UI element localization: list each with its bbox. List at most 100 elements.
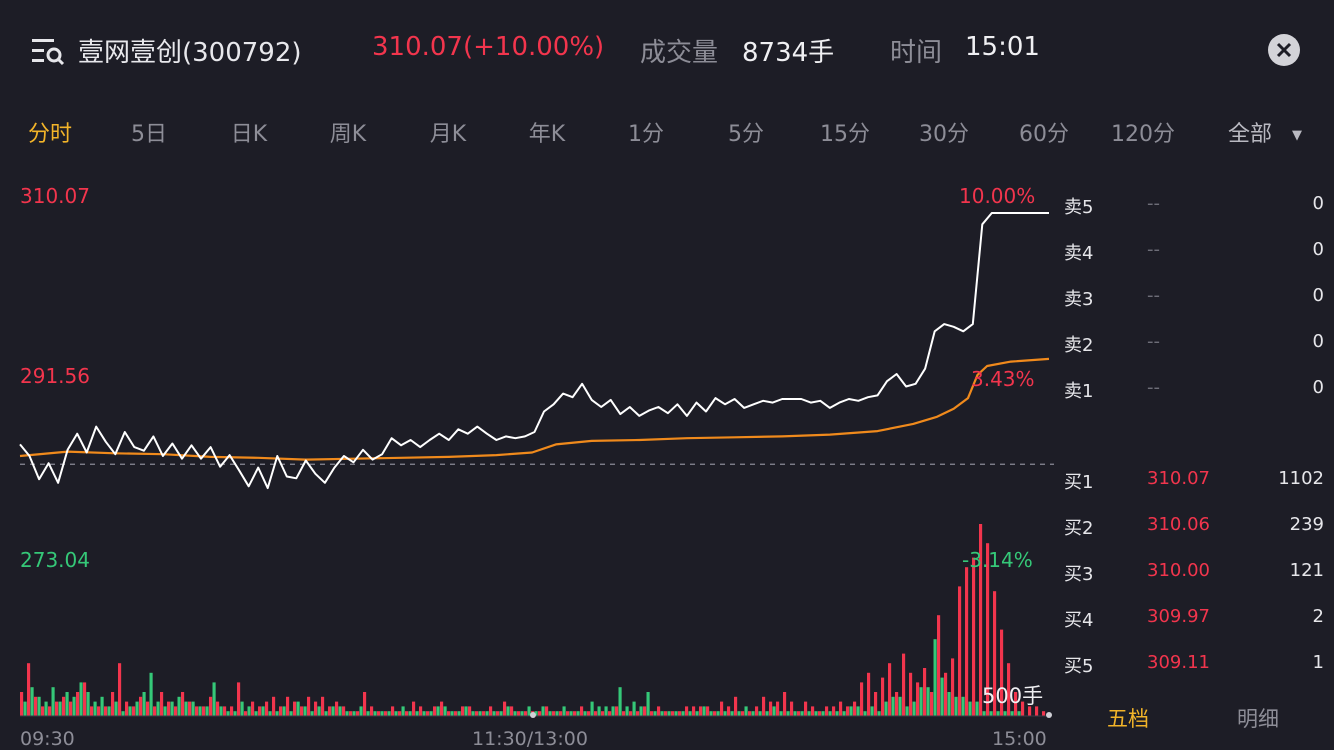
volume-bar-down	[58, 701, 62, 716]
volume-bar-down	[653, 711, 657, 716]
tab-trade-detail[interactable]: 明细	[1237, 707, 1279, 731]
volume-bar-down	[954, 696, 958, 716]
volume-bar-down	[674, 711, 678, 716]
volume-bar-down	[751, 711, 755, 716]
volume-bar-up	[769, 701, 773, 716]
volume-bar-down	[324, 711, 328, 716]
price-line	[19, 212, 1049, 490]
volume-bar-up	[615, 706, 619, 716]
close-button[interactable]	[1268, 34, 1300, 66]
volume-bar-up	[97, 706, 101, 716]
volume-bar-down	[989, 711, 993, 716]
tab-30min[interactable]: 30分	[919, 122, 969, 147]
volume-bar-down	[478, 711, 482, 716]
volume-bar-up	[734, 696, 738, 716]
volume-bar-down	[569, 711, 573, 716]
volume-bar-up	[783, 692, 787, 716]
sell-label: 卖3	[1064, 289, 1094, 310]
time-label: 时间	[890, 38, 943, 68]
volume-bar-down	[163, 706, 167, 716]
close-icon	[1276, 42, 1292, 58]
tab-1min[interactable]: 1分	[628, 122, 664, 147]
volume-bar-up	[223, 706, 227, 716]
tab-5day[interactable]: 5日	[131, 122, 167, 147]
volume-bar-down	[184, 701, 188, 716]
volume-bar-up	[440, 701, 444, 716]
volume-bar-up	[965, 567, 969, 716]
sell-price: --	[1147, 377, 1160, 398]
volume-bar-up	[622, 711, 626, 716]
x-tick-open: 09:30	[20, 728, 75, 750]
volume-bar-up	[832, 706, 836, 716]
tab-5min[interactable]: 5分	[728, 122, 764, 147]
volume-bar-up	[902, 653, 906, 716]
tab-weekly-k[interactable]: 周K	[329, 122, 367, 147]
volume-bar-up	[482, 711, 486, 716]
volume-bar-down	[198, 706, 202, 716]
volume-bar-down	[289, 711, 293, 716]
volume-bar-down	[849, 706, 853, 716]
volume-bar-down	[128, 706, 132, 716]
volume-bar-up	[419, 706, 423, 716]
volume-bar-down	[520, 711, 524, 716]
volume-bar-down	[394, 711, 398, 716]
volume-bar-down	[786, 711, 790, 716]
volume-bar-down	[618, 687, 622, 716]
volume-bar-up	[412, 701, 416, 716]
buy-volume: 2	[1312, 606, 1324, 627]
buy-label: 买2	[1064, 518, 1094, 539]
volume-bar-down	[268, 711, 272, 716]
volume-bar-up	[160, 692, 164, 716]
tab-intraday[interactable]: 分时	[27, 122, 73, 147]
volume-bar-up	[447, 711, 451, 716]
volume-bar-down	[296, 701, 300, 716]
end-dot	[1046, 712, 1052, 718]
tab-60min[interactable]: 60分	[1019, 122, 1069, 147]
volume-bar-down	[317, 706, 321, 716]
volume-bar-down	[142, 692, 146, 716]
volume-bar-up	[986, 543, 990, 716]
volume-bar-up	[272, 696, 276, 716]
volume-bar-down	[107, 706, 111, 716]
volume-bar-down	[23, 701, 27, 716]
volume-bar-up	[804, 701, 808, 716]
tab-yearly-k[interactable]: 年K	[528, 122, 566, 147]
tab-15min[interactable]: 15分	[820, 122, 870, 147]
volume-bar-down	[828, 711, 832, 716]
tab-five-levels[interactable]: 五档	[1107, 707, 1149, 731]
volume-bar-down	[576, 711, 580, 716]
volume-bar-up	[825, 706, 829, 716]
volume-bar-up	[489, 706, 493, 716]
volume-bar-down	[604, 706, 608, 716]
volume-bar-down	[436, 706, 440, 716]
volume-bar-up	[580, 706, 584, 716]
tab-daily-k[interactable]: 日K	[230, 122, 268, 147]
buy-price: 310.06	[1147, 514, 1210, 535]
volume-bar-down	[135, 701, 139, 716]
volume-bar-up	[755, 706, 759, 716]
volume-bar-up	[839, 701, 843, 716]
volume-bar-up	[643, 706, 647, 716]
sell-price: --	[1147, 331, 1160, 352]
volume-bar-up	[69, 701, 73, 716]
volume-bar-down	[254, 711, 258, 716]
volume-bar-down	[72, 696, 76, 716]
volume-bar-up	[314, 701, 318, 716]
volume-bar-down	[821, 711, 825, 716]
volume-bar-down	[632, 701, 636, 716]
search-list-icon[interactable]	[32, 36, 66, 66]
volume-bar-up	[895, 692, 899, 716]
volume-bar-up	[62, 696, 66, 716]
volume-bar-up	[258, 706, 262, 716]
tab-120min[interactable]: 120分	[1111, 122, 1175, 147]
tab-all-dropdown[interactable]: 全部 ▼	[1228, 116, 1302, 148]
volume-bar-down	[380, 711, 384, 716]
sell-row-5: 卖5 -- 0	[1064, 193, 1326, 223]
volume-bar-up	[874, 692, 878, 716]
volume-bar-up	[398, 711, 402, 716]
tab-monthly-k[interactable]: 月K	[429, 122, 467, 147]
volume-bar-up	[573, 711, 577, 716]
sell-price: --	[1147, 285, 1160, 306]
x-tick-midday: 11:30/13:00	[472, 728, 588, 750]
